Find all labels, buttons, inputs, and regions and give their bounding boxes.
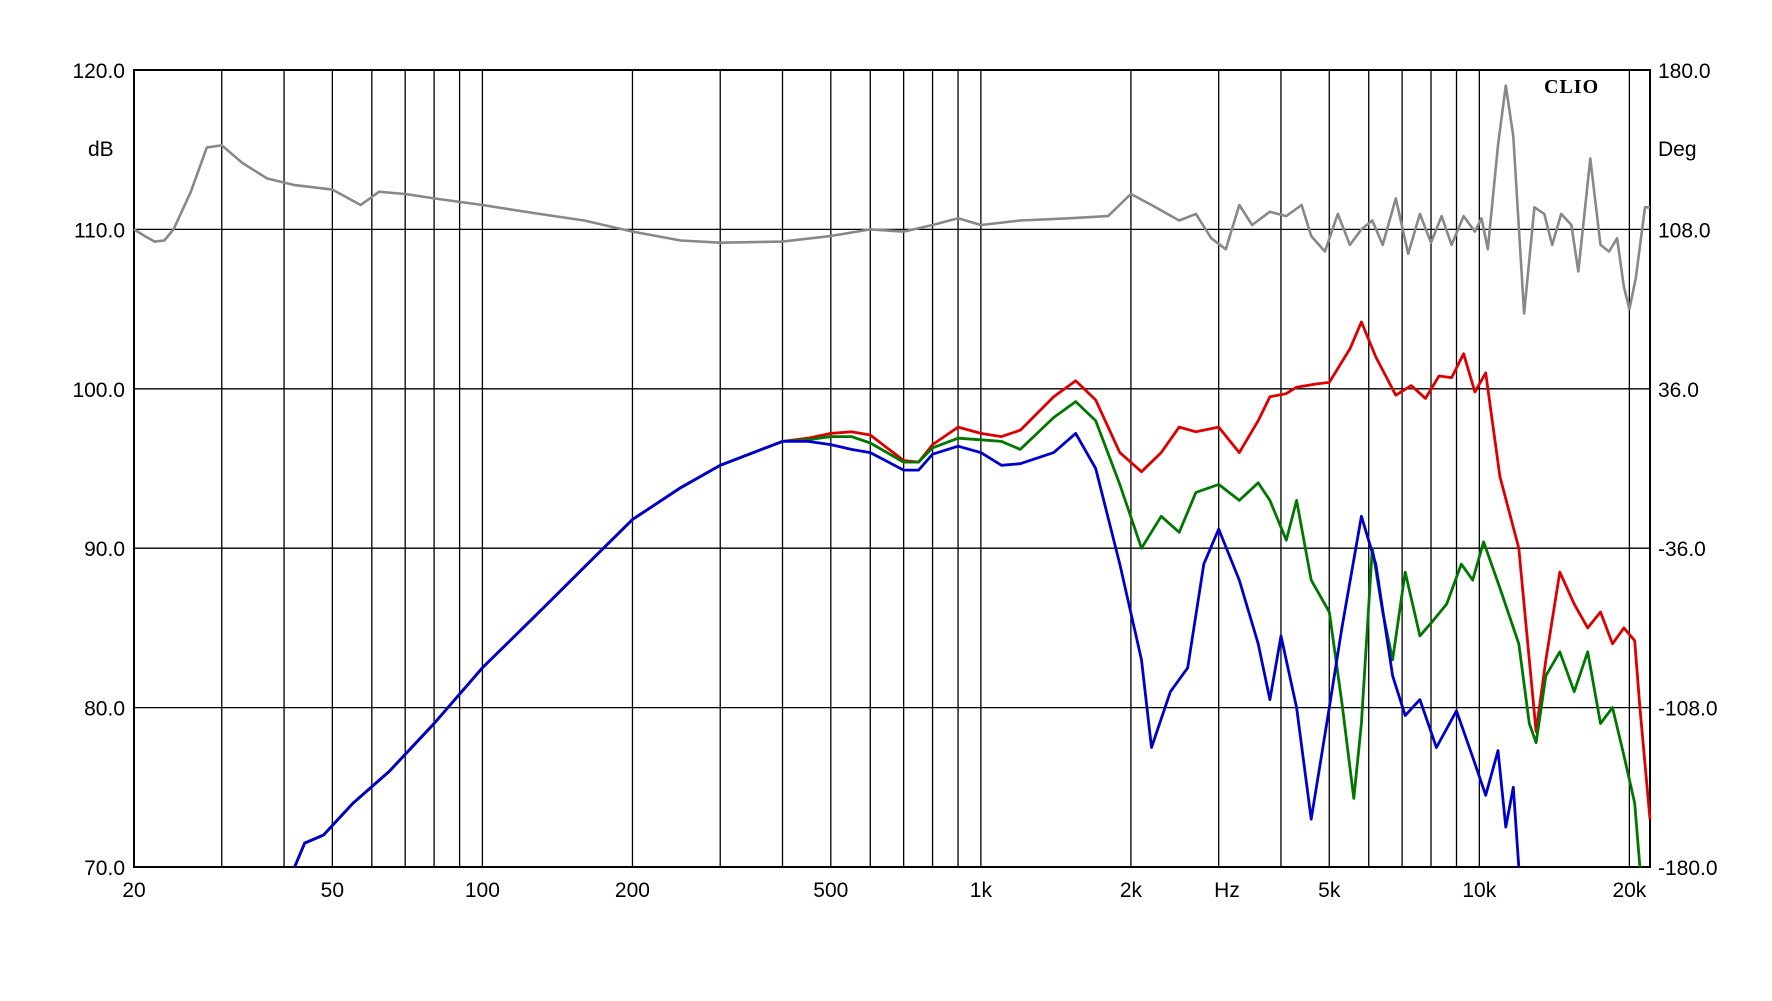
x-tick-label: 2k xyxy=(1120,879,1143,902)
y-left-tick-label: 90.0 xyxy=(84,538,125,561)
brand-logo: CLIO xyxy=(1544,76,1599,98)
y-left-unit-label: dB xyxy=(88,138,114,161)
y-left-tick-label: 100.0 xyxy=(72,379,125,402)
y-left-tick-label: 70.0 xyxy=(84,857,125,880)
series-line-3 xyxy=(293,432,1521,868)
x-tick-label: 20 xyxy=(122,879,145,902)
y-right-unit-label: Deg xyxy=(1658,138,1697,161)
y-right-tick-label: 36.0 xyxy=(1658,379,1699,402)
x-unit-label: Hz xyxy=(1214,879,1240,902)
y-right-tick-label: -36.0 xyxy=(1658,538,1706,561)
y-left-tick-label: 120.0 xyxy=(72,60,125,83)
plot-frame xyxy=(133,69,1651,868)
series-line-4 xyxy=(133,84,1650,315)
y-left-tick-label: 110.0 xyxy=(74,219,125,242)
x-tick-label: 50 xyxy=(321,879,344,902)
y-right-tick-label: -180.0 xyxy=(1658,857,1718,880)
y-right-tick-label: 108.0 xyxy=(1658,219,1711,242)
y-right-tick-label: -108.0 xyxy=(1658,698,1718,721)
axis-labels: 70.0 80.0 90.0 100.0 110.0 120.0 -180.0 -108.0 -… xyxy=(72,60,1717,902)
x-tick-label: 200 xyxy=(615,879,650,902)
x-tick-label: 20k xyxy=(1612,879,1646,902)
x-tick-label: 500 xyxy=(813,879,848,902)
x-tick-label: 10k xyxy=(1462,879,1496,902)
x-tick-label: 100 xyxy=(465,879,500,902)
y-left-tick-label: 80.0 xyxy=(84,698,125,721)
y-right-tick-label: 180.0 xyxy=(1658,60,1711,83)
plot-area xyxy=(133,84,1652,868)
x-tick-label: 1k xyxy=(970,879,993,902)
x-tick-label: 5k xyxy=(1318,879,1341,902)
grid xyxy=(133,69,1651,868)
